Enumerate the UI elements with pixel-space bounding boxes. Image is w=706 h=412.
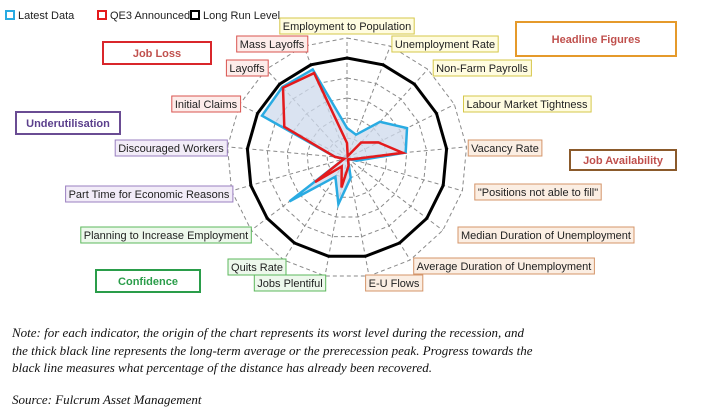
axis-label-text: Average Duration of Unemployment [417, 261, 592, 273]
axis-label-box [65, 185, 234, 203]
axis-label-box [467, 139, 543, 157]
group-job-loss: Job Loss [102, 41, 212, 65]
axis-label-11: Planning to Increase Employment [80, 226, 252, 244]
axis-label-12: Part Time for Economic Reasons [65, 185, 234, 203]
group-box [102, 41, 212, 65]
axis-label-box [391, 35, 499, 53]
grid-ring [226, 37, 468, 277]
axis-label-13: Discouraged Workers [114, 139, 228, 157]
group-underutilisation: Underutilisation [15, 111, 121, 135]
group-box [15, 111, 121, 135]
group-label-text: Job Loss [133, 48, 181, 60]
axis-label-5: "Positions not able to fill" [474, 183, 602, 201]
axis-label-text: Discouraged Workers [118, 143, 224, 155]
axis-label-9: Jobs Plentiful [253, 274, 327, 292]
note-line: Note: for each indicator, the origin of … [12, 325, 524, 340]
legend-label-latest-data: Latest Data [18, 10, 75, 22]
group-box [515, 21, 677, 57]
axis-label-15: Layoffs [225, 59, 269, 77]
legend-marker-latest-data [5, 10, 15, 20]
note-line: black line measures what percentage of t… [12, 360, 432, 375]
axis-label-box [279, 17, 415, 35]
axis-label-box [236, 35, 309, 53]
axis-label-text: Initial Claims [175, 99, 238, 111]
group-headline-figures: Headline Figures [515, 21, 677, 57]
group-label-text: Headline Figures [552, 34, 641, 46]
axis-label-box [225, 59, 269, 77]
axis-label-4: Vacancy Rate [467, 139, 543, 157]
axis-labels: Employment to Population Unemployment Rat… [65, 17, 635, 292]
axis-label-box [227, 258, 287, 276]
axis-label-6: Median Duration of Unemployment [457, 226, 635, 244]
axis-label-10: Quits Rate [227, 258, 287, 276]
legend-marker-qe3-announced [97, 10, 107, 20]
group-label-text: Underutilisation [26, 118, 110, 130]
series-long-run-level [245, 56, 449, 258]
axis-label-text: Labour Market Tightness [466, 99, 588, 111]
axis-label-text: Jobs Plentiful [257, 278, 322, 290]
legend-marker-long-run-level [190, 10, 200, 20]
axis-label-box [114, 139, 228, 157]
group-label-text: Confidence [118, 276, 178, 288]
axis-label-box [432, 59, 532, 77]
axis-label-text: Part Time for Economic Reasons [69, 189, 230, 201]
axis-label-text: Layoffs [229, 63, 265, 75]
legend-label-long-run-level: Long Run Level [203, 10, 280, 22]
axis-label-box [413, 257, 595, 275]
axis-label-2: Non-Farm Payrolls [432, 59, 532, 77]
axis-label-text: Mass Layoffs [240, 39, 305, 51]
radar-series [245, 56, 449, 258]
axis-label-box [253, 274, 327, 292]
series-qe3-announced [281, 71, 408, 188]
axis-label-text: Non-Farm Payrolls [436, 63, 528, 75]
group-labels: Headline Figures Job Availability Job Loss… [15, 21, 677, 293]
axis-label-box [365, 274, 424, 292]
axis-label-box [80, 226, 252, 244]
axis-label-0: Employment to Population [279, 17, 415, 35]
axis-label-3: Labour Market Tightness [463, 95, 592, 113]
group-box [95, 269, 201, 293]
axis-label-text: Median Duration of Unemployment [461, 230, 631, 242]
legend-label-qe3-announced: QE3 Announced [110, 10, 190, 22]
chart-source: Source: Fulcrum Asset Management [12, 392, 202, 407]
axis-label-16: Mass Layoffs [236, 35, 309, 53]
axis-label-text: Unemployment Rate [395, 39, 495, 51]
grid-spoke [346, 157, 444, 231]
axis-label-text: Vacancy Rate [471, 143, 539, 155]
axis-label-text: "Positions not able to fill" [478, 187, 598, 199]
note-line: the thick black line represents the long… [12, 342, 533, 358]
axis-label-14: Initial Claims [171, 95, 242, 113]
axis-label-box [457, 226, 635, 244]
axis-label-1: Unemployment Rate [391, 35, 499, 53]
group-job-availability: Job Availability [569, 149, 677, 171]
axis-label-text: Planning to Increase Employment [84, 230, 248, 242]
axis-label-box [463, 95, 592, 113]
axis-label-text: E-U Flows [369, 278, 420, 290]
axis-label-box [171, 95, 242, 113]
axis-label-8: E-U Flows [365, 274, 424, 292]
series-latest-data [260, 67, 409, 209]
group-label-text: Job Availability [583, 155, 664, 167]
group-confidence: Confidence [95, 269, 201, 293]
chart-legend: Latest Data QE3 Announced Long Run Level [5, 10, 280, 22]
axis-label-box [474, 183, 602, 201]
group-box [569, 149, 677, 171]
axis-label-text: Employment to Population [283, 21, 411, 33]
axis-label-7: Average Duration of Unemployment [413, 257, 595, 275]
radar-chart: Latest Data QE3 Announced Long Run Level… [5, 10, 677, 293]
axis-label-text: Quits Rate [231, 262, 283, 274]
chart-note: Note: for each indicator, the origin of … [12, 324, 672, 377]
